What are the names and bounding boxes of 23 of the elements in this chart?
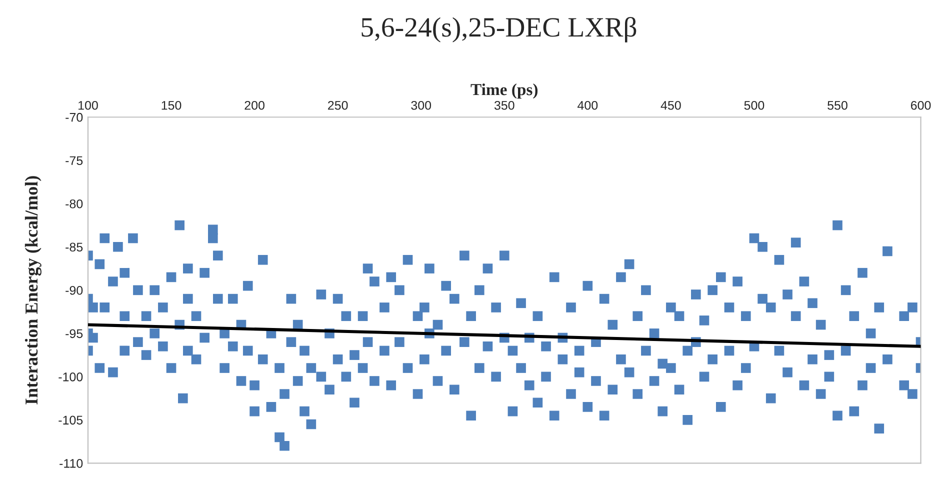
y-tick-label: -110 [60, 458, 83, 468]
y-tick-label: -105 [58, 416, 83, 425]
x-tick-label: 400 [578, 100, 598, 110]
y-tick-label: -90 [66, 286, 83, 295]
x-tick-label: 100 [78, 100, 98, 110]
x-tick-label: 550 [828, 100, 848, 110]
x-tick-label: 500 [744, 100, 764, 110]
x-axis-title: Time (ps) [470, 83, 538, 99]
x-tick-label: 600 [910, 100, 931, 110]
y-axis-title: Interaction Energy (kcal/mol) [24, 176, 42, 404]
x-tick-label: 150 [162, 100, 182, 110]
x-tick-label: 450 [660, 100, 681, 110]
y-tick-label: -95 [66, 329, 83, 338]
x-tick-label: 250 [328, 100, 348, 110]
chart-title: 5,6-24(s),25-DEC LXRβ [362, 16, 636, 42]
y-tick-label: -80 [66, 199, 83, 208]
x-tick-label: 350 [494, 100, 514, 110]
x-tick-label: 300 [411, 100, 432, 110]
y-tick-label: -70 [66, 112, 83, 122]
y-tick-label: -75 [66, 156, 83, 166]
y-tick-label: -85 [66, 242, 83, 252]
y-tick-label: -100 [58, 372, 83, 382]
x-tick-label: 200 [244, 100, 264, 110]
